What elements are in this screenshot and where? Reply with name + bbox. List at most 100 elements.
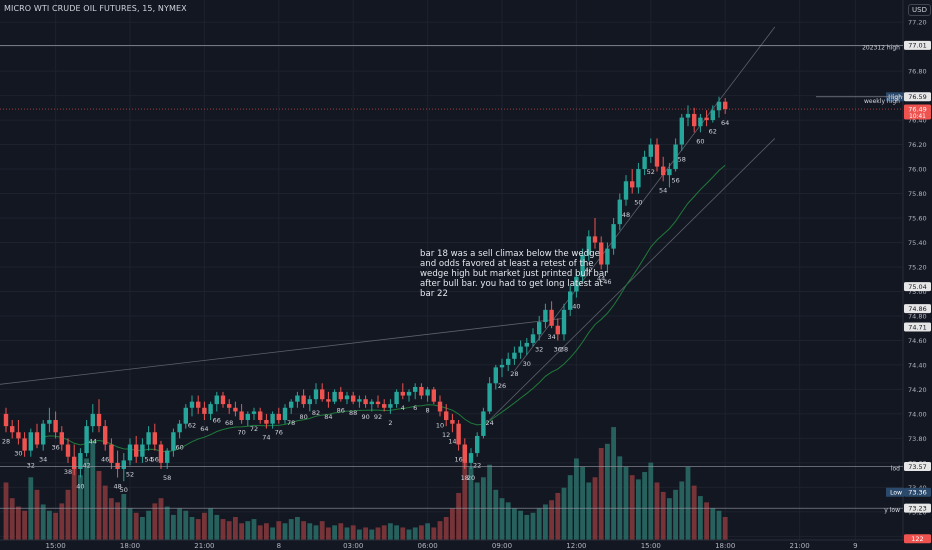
candle-body bbox=[152, 432, 157, 445]
volume-bar bbox=[96, 471, 102, 540]
candle-body bbox=[468, 453, 474, 463]
bar-number-label: 70 bbox=[237, 429, 245, 437]
candle-body bbox=[96, 413, 102, 427]
volume-bar bbox=[412, 527, 418, 540]
bar-number-label: 26 bbox=[498, 382, 506, 390]
bar-number-label: 64 bbox=[721, 119, 729, 127]
candle-body bbox=[698, 117, 703, 127]
volume-bars bbox=[3, 427, 728, 540]
volume-bar bbox=[679, 481, 685, 540]
volume-bar bbox=[3, 482, 9, 540]
candle-body bbox=[47, 420, 52, 424]
currency-badge[interactable]: USD bbox=[908, 4, 931, 16]
time-tick-label: 15:00 bbox=[641, 542, 661, 550]
time-tick-label: 8 bbox=[277, 542, 281, 550]
price-note-box bbox=[886, 487, 904, 497]
volume-bar bbox=[648, 462, 654, 540]
volume-bar bbox=[121, 494, 127, 540]
candle-body bbox=[10, 426, 15, 433]
bar-number-label: 54 bbox=[144, 456, 152, 464]
candle-body bbox=[630, 181, 635, 188]
bar-number-label: 24 bbox=[485, 419, 493, 427]
volume-bar bbox=[282, 523, 288, 540]
candle-body bbox=[623, 181, 629, 200]
price-tag-label: 122 bbox=[911, 535, 923, 543]
price-tick-label: 74.20 bbox=[908, 386, 927, 394]
volume-bar bbox=[623, 466, 629, 540]
bar-number-label: 42 bbox=[585, 266, 593, 274]
candle-body bbox=[196, 401, 201, 408]
volume-bar bbox=[381, 525, 387, 540]
volume-bar bbox=[164, 506, 170, 540]
candle-body bbox=[202, 407, 207, 414]
candle-body bbox=[431, 389, 436, 402]
candle-body bbox=[537, 322, 542, 335]
price-tick-label: 74.40 bbox=[908, 361, 927, 369]
candle-body bbox=[121, 460, 126, 469]
volume-bar bbox=[456, 492, 461, 540]
candle-body bbox=[549, 309, 554, 326]
candle-body bbox=[524, 342, 529, 347]
bar-number-label: 28 bbox=[2, 437, 10, 445]
price-tag-label: 74.86 bbox=[908, 305, 927, 313]
price-tick-label: 76.40 bbox=[908, 117, 927, 125]
bar-number-label: 6 bbox=[413, 404, 417, 412]
volume-bar bbox=[685, 466, 691, 540]
candle-body bbox=[642, 156, 647, 170]
candle-body bbox=[165, 450, 170, 463]
volume-bar bbox=[133, 512, 139, 540]
candle-body bbox=[648, 144, 653, 157]
volume-bar bbox=[71, 466, 77, 540]
volume-bar bbox=[220, 519, 226, 540]
candle-body bbox=[661, 166, 666, 176]
candle-body bbox=[679, 117, 684, 145]
bar-number-label: 52 bbox=[126, 470, 134, 478]
bar-number-label: 72 bbox=[250, 425, 258, 433]
candle-body bbox=[177, 423, 182, 433]
volume-bar bbox=[183, 510, 189, 540]
candle-body bbox=[530, 334, 536, 343]
bar-number-label: 50 bbox=[634, 199, 642, 207]
price-tick-label: 75.20 bbox=[908, 263, 927, 271]
price-tag-label: 75.04 bbox=[908, 283, 927, 291]
price-tag-label: 73.36 bbox=[908, 489, 927, 497]
price-tag-label: 76.49 bbox=[908, 105, 927, 113]
candle-body bbox=[437, 401, 443, 412]
price-tick-label: 75.60 bbox=[908, 215, 927, 223]
bar-number-label: 54 bbox=[659, 186, 667, 194]
volume-bar bbox=[567, 475, 573, 540]
bar-number-label: 74 bbox=[262, 434, 270, 442]
bar-number-label: 86 bbox=[337, 407, 345, 415]
candle-body bbox=[72, 456, 77, 469]
bar-number-label: 62 bbox=[709, 128, 717, 136]
candle-body bbox=[375, 401, 381, 405]
volume-bar bbox=[493, 489, 499, 540]
trendline bbox=[489, 138, 776, 421]
volume-bar bbox=[400, 527, 406, 540]
volume-bar bbox=[629, 475, 635, 540]
price-tick-label: 75.40 bbox=[908, 239, 927, 247]
volume-bar bbox=[22, 510, 27, 540]
volume-bar bbox=[487, 464, 492, 540]
candle-body bbox=[313, 389, 319, 400]
bar-number-label: 18 bbox=[461, 474, 469, 482]
bar-number-label: 66 bbox=[213, 416, 221, 424]
candle-body bbox=[710, 110, 715, 121]
bar-number-label: 36 bbox=[554, 345, 562, 353]
bar-number-label: 30 bbox=[14, 450, 22, 458]
candle-body bbox=[90, 413, 95, 427]
volume-bar bbox=[16, 506, 21, 540]
volume-bar bbox=[78, 475, 83, 540]
price-tag-box bbox=[904, 92, 931, 102]
volume-bar bbox=[288, 519, 294, 540]
candle-body bbox=[481, 411, 486, 436]
price-tag-box bbox=[904, 322, 931, 332]
candle-body bbox=[239, 411, 244, 421]
candle-body bbox=[692, 113, 697, 127]
candle-body bbox=[685, 113, 691, 118]
bar-number-label: 50 bbox=[120, 486, 128, 494]
time-axis[interactable]: 15:00 18:00 21:00 8 03:00 06:00 09:00 12:00 15:0… bbox=[0, 539, 932, 550]
candle-body bbox=[574, 276, 579, 292]
